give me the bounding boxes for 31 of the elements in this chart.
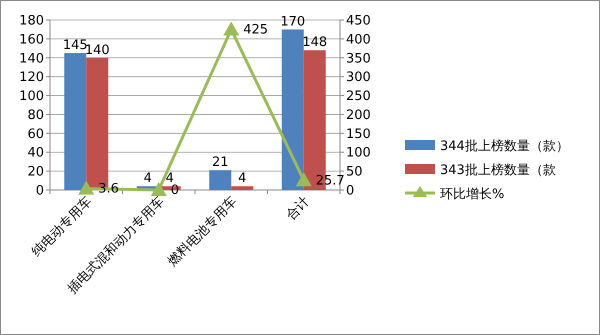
- category: 燃料电池专用车: [165, 194, 240, 270]
- ytick: 180: [19, 14, 44, 28]
- ytick: 160: [19, 32, 44, 48]
- ytick: 100: [19, 89, 44, 104]
- legend-label: 环比增长%: [440, 187, 504, 202]
- category: 合计: [284, 194, 313, 224]
- y2tick: 350: [346, 51, 371, 66]
- y2tick: 450: [346, 14, 371, 28]
- y2tick: 50: [346, 164, 363, 180]
- y2tick: 200: [346, 108, 371, 123]
- y2tick: 300: [346, 70, 371, 86]
- ytick: 60: [27, 126, 44, 142]
- y2tick: 100: [346, 146, 371, 161]
- legend-label: 344批上榜数量（款）: [440, 139, 569, 154]
- ytick: 40: [27, 146, 44, 161]
- data-label: 4: [144, 171, 152, 186]
- data-label: 21: [212, 155, 229, 170]
- data-label: 170: [280, 14, 306, 30]
- data-label: 148: [302, 35, 328, 50]
- ytick: 140: [19, 51, 44, 66]
- legend-label: 343批上榜数量（款: [440, 163, 556, 178]
- y2tick: 250: [346, 89, 371, 104]
- y2tick: 400: [346, 32, 371, 48]
- y2tick: 0: [346, 184, 354, 198]
- data-label: 4: [166, 171, 174, 186]
- data-label: 425: [243, 22, 268, 38]
- ytick: 120: [19, 70, 44, 86]
- ytick: 80: [27, 108, 44, 123]
- ytick: 20: [27, 164, 44, 180]
- data-label: 4: [238, 171, 246, 186]
- y2tick: 150: [346, 126, 371, 142]
